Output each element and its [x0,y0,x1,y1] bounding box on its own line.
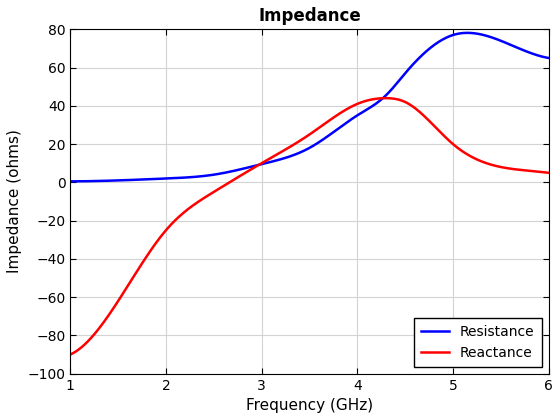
Line: Reactance: Reactance [71,98,549,354]
Reactance [294,140,301,145]
Reactance [326,118,333,123]
Resistance [294,151,301,156]
Title: Impedance: Impedance [258,7,361,25]
Resistance [67,179,74,184]
Reactance [535,169,542,174]
X-axis label: Frequency (GHz): Frequency (GHz) [246,398,373,413]
Resistance [535,53,542,58]
Reactance [460,150,466,155]
Resistance [326,133,333,138]
Y-axis label: Impedance (ohms): Impedance (ohms) [7,129,22,273]
Reactance [297,138,304,143]
Reactance [545,170,552,175]
Resistance [352,114,358,119]
Line: Resistance: Resistance [71,33,549,181]
Reactance [67,352,74,357]
Resistance [297,150,304,155]
Legend: Resistance, Reactance: Resistance, Reactance [414,318,542,367]
Resistance [464,30,470,35]
Resistance [459,31,466,36]
Resistance [545,55,552,60]
Reactance [382,96,389,101]
Reactance [352,102,358,108]
